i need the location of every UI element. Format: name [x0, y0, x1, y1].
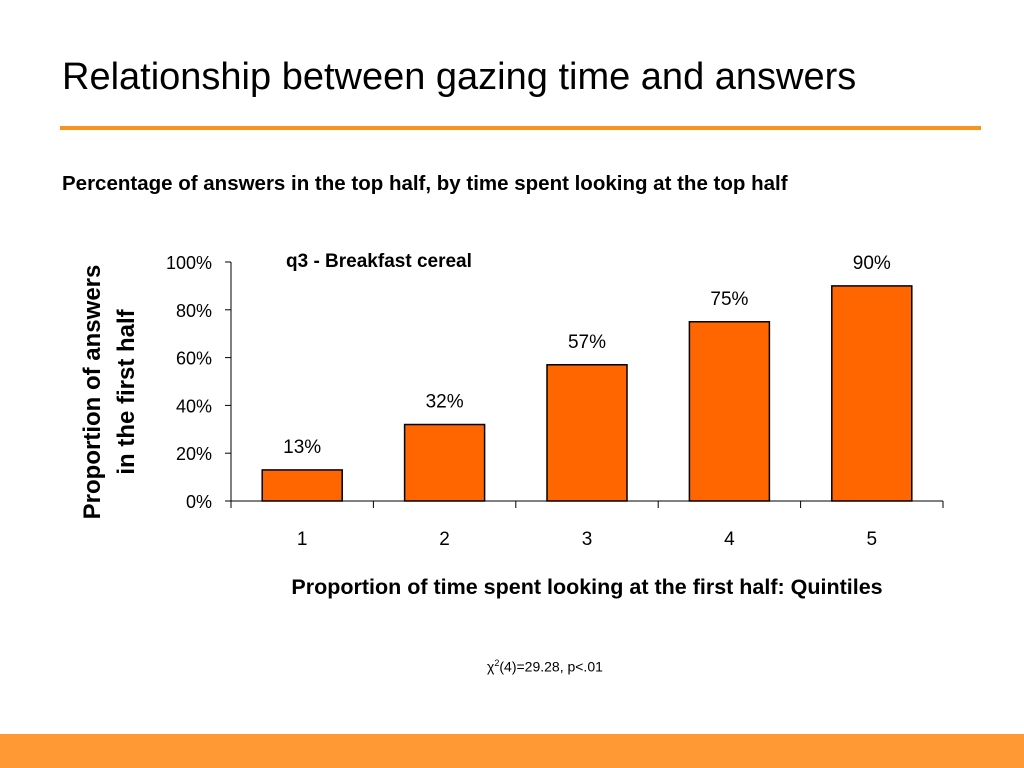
y-tick-label: 20% [176, 444, 212, 464]
y-tick-label: 60% [176, 349, 212, 369]
y-tick-label: 0% [186, 492, 212, 512]
bar-value-label: 57% [568, 332, 606, 353]
bar-chart: 0% 20% 40% 60% 80% 100% 13% 1 32% 2 57% 3 75% 4 90% 5 q3… [79, 251, 944, 599]
y-tick-label: 40% [176, 396, 212, 416]
bar-value-label: 75% [710, 289, 748, 310]
y-tick-label: 100% [166, 253, 212, 273]
chi-square-note: χ2(4)=29.28, p<.01 [487, 658, 603, 675]
y-axis-label-line: Proportion of answers [79, 265, 106, 520]
x-tick-label: 2 [439, 529, 450, 550]
chart-title: q3 - Breakfast cereal [286, 251, 472, 272]
x-axis-label: Proportion of time spent looking at the … [291, 575, 882, 599]
x-tick-label: 4 [724, 529, 735, 550]
chi-symbol: χ [487, 658, 495, 675]
bar [403, 423, 486, 502]
bar [688, 321, 771, 502]
slide-title: Relationship between gazing time and ans… [62, 56, 857, 98]
chi-result: (4)=29.28, p<.01 [499, 658, 603, 675]
y-axis-label-line: in the first half [113, 308, 140, 474]
x-tick-label: 1 [297, 529, 308, 550]
slide-subtitle: Percentage of answers in the top half, b… [62, 172, 788, 195]
chi-superscript: 2 [494, 658, 500, 668]
bar [546, 364, 628, 502]
bar-value-label: 90% [853, 253, 891, 274]
bar [261, 469, 343, 502]
bar [831, 285, 913, 502]
y-tick-label: 80% [176, 301, 212, 321]
y-axis-label: Proportion of answers in the first half [79, 265, 140, 520]
bar-value-label: 32% [426, 392, 464, 413]
footer-band [0, 734, 1024, 768]
bar-value-label: 13% [283, 437, 321, 458]
x-tick-label: 3 [582, 529, 593, 550]
x-tick-label: 5 [867, 529, 878, 550]
title-divider [60, 126, 981, 130]
